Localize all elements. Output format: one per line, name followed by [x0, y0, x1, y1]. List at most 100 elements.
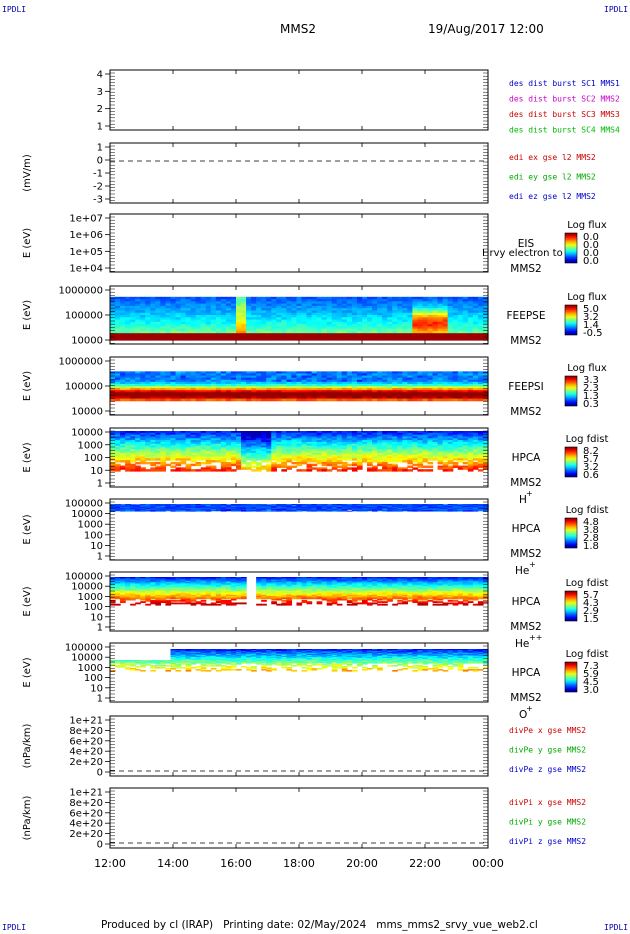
panel-feeps-e-ytick: 100000 [65, 311, 103, 322]
panel-feeps-i-instrument: FEEPSI [508, 381, 543, 393]
panel-hpca-o-instrument: HPCA [512, 667, 542, 679]
panel-edi-e-ytick: -3 [93, 195, 103, 206]
panel-divpi-ytick: 2e+20 [69, 829, 103, 840]
panel-edi-e-ytick: -1 [93, 169, 103, 180]
panel-divpe-frame [109, 715, 489, 777]
panel-eis-colorbar-tick: 0.0 [583, 232, 599, 243]
figure-title: MMS2 [280, 22, 316, 36]
panel-hpca-o-colorbar-tick: 4.5 [583, 677, 599, 688]
panel-divpi-ytick: 1e+21 [69, 788, 103, 799]
panel-edi-e-ytick: -2 [93, 182, 103, 193]
figure-date: 19/Aug/2017 12:00 [428, 22, 544, 36]
panel-hpca-o-ytick: 1 [97, 694, 103, 705]
panel-hpca-o-colorbar-tick: 5.9 [583, 669, 599, 680]
panel-hpca-he1-spacecraft: MMS2 [510, 548, 541, 560]
panel-hpca-h-species: H [519, 494, 527, 506]
panel-feeps-e-colorbar-tick: 5.0 [583, 304, 599, 315]
panel-feeps-i-colorbar [564, 375, 578, 407]
panel-hpca-he1-ytick: 1000 [78, 520, 103, 531]
panel-hpca-he2-colorbar-tick: 4.3 [583, 598, 599, 609]
panel-feeps-i-colorbar-tick: 3.3 [583, 375, 599, 386]
panel-eis-ylabel: E (eV) [22, 228, 33, 258]
panel-divpe-legend-entry: divPe x gse MMS2 [509, 726, 586, 735]
panel-divpe-ytick: 0 [97, 768, 103, 779]
x-tick-label: 16:00 [220, 857, 252, 870]
panel-edi-e-frame [109, 142, 489, 204]
panel-hpca-he1-ytick: 1 [97, 552, 103, 563]
panel-divpe-ytick: 4e+20 [69, 747, 103, 758]
panel-feeps-e-ytick: 10000 [71, 336, 103, 347]
panel-feeps-e-colorbar-tick: 3.2 [583, 312, 599, 323]
panel-divpi-legend-entry: divPi z gse MMS2 [509, 837, 586, 846]
panel-hpca-he2-ytick: 100000 [65, 572, 103, 583]
panel-hpca-he1-colorbar-tick: 4.8 [583, 517, 599, 528]
panel-hpca-h-ytick: 100 [84, 453, 103, 464]
panel-hpca-o-ytick: 10 [90, 683, 103, 694]
panel-edi-e-ylabel: (mV/m) [22, 154, 33, 192]
panel-divpe-ylabel: (nPa/km) [22, 724, 33, 769]
panel-des-dist-burst-legend-entry: des dist burst SC2 MMS2 [509, 95, 620, 104]
panel-hpca-h-colorbar-title: Log fdist [566, 434, 609, 445]
panel-feeps-e-ytick: 1000000 [58, 286, 103, 297]
panel-divpi-ytick: 4e+20 [69, 819, 103, 830]
x-tick-label: 20:00 [346, 857, 378, 870]
panel-divpi-ylabel: (nPa/km) [22, 796, 33, 841]
panel-hpca-he1-species-charge: + [529, 560, 536, 569]
panel-hpca-he2-spectrogram [110, 577, 489, 606]
x-tick-label: 14:00 [157, 857, 189, 870]
panel-hpca-h-ytick: 1000 [78, 440, 103, 451]
panel-feeps-i-ylabel: E (eV) [22, 371, 33, 401]
panel-hpca-o-colorbar-tick: 3.0 [583, 685, 599, 696]
panel-hpca-o-ytick: 100 [84, 673, 103, 684]
panel-des-dist-burst-ytick: 3 [97, 87, 103, 98]
panel-hpca-he2-species: He [515, 638, 529, 650]
panel-hpca-he1-ytick: 10 [90, 541, 103, 552]
panel-hpca-he1-colorbar-title: Log fdist [566, 505, 609, 516]
panel-eis-colorbar-tick: 0.0 [583, 248, 599, 259]
panel-eis-colorbar [564, 232, 578, 264]
panel-eis-ytick: 1e+04 [69, 264, 103, 275]
panel-des-dist-burst-ytick: 1 [97, 122, 103, 133]
panel-hpca-o-species: O [519, 709, 527, 721]
panel-hpca-he1-ytick: 100000 [65, 499, 103, 510]
panel-des-dist-burst-frame [109, 69, 489, 131]
panel-hpca-he2-ytick: 1000 [78, 592, 103, 603]
panel-hpca-h-colorbar-tick: 8.2 [583, 446, 599, 457]
panel-hpca-h-spectrogram [110, 431, 489, 472]
panel-hpca-he1-species: He [515, 565, 529, 577]
panel-des-dist-burst-legend-entry: des dist burst SC1 MMS1 [509, 79, 620, 88]
panel-eis-ytick: 1e+05 [69, 247, 103, 258]
panel-feeps-i-colorbar-tick: 2.3 [583, 383, 599, 394]
panel-divpe-ytick: 2e+20 [69, 757, 103, 768]
panel-feeps-e-colorbar-tick: 1.4 [583, 320, 599, 331]
panel-feeps-i-ytick: 10000 [71, 407, 103, 418]
panel-hpca-h-instrument: HPCA [512, 452, 542, 464]
panel-feeps-i-colorbar-tick: 1.3 [583, 391, 599, 402]
panel-eis-ytick: 1e+07 [69, 214, 103, 225]
x-tick-label: 22:00 [409, 857, 441, 870]
panel-feeps-i-ytick: 1000000 [58, 357, 103, 368]
panel-eis-ytick: 1e+06 [69, 230, 103, 241]
panel-feeps-i-colorbar-tick: 0.3 [583, 399, 599, 410]
panel-eis-colorbar-tick: 0.0 [583, 240, 599, 251]
panel-feeps-i-spacecraft: MMS2 [510, 406, 541, 418]
x-tick-label: 12:00 [94, 857, 126, 870]
panel-hpca-he1-ytick: 100 [84, 530, 103, 541]
panel-des-dist-burst-ytick: 2 [97, 104, 103, 115]
panel-hpca-h-ylabel: E (eV) [22, 442, 33, 472]
x-tick-label: 18:00 [283, 857, 315, 870]
panel-feeps-e-instrument: FEEPSE [507, 310, 546, 322]
x-tick-label: 00:00 [472, 857, 504, 870]
panel-hpca-o-ytick: 1000 [78, 663, 103, 674]
panel-hpca-h-ytick: 10 [90, 466, 103, 477]
panel-feeps-i-spectrogram [110, 371, 489, 402]
panel-hpca-he2-colorbar-tick: 1.5 [583, 614, 599, 625]
panel-hpca-he1-ylabel: E (eV) [22, 514, 33, 544]
panel-hpca-h-colorbar [564, 446, 578, 478]
panel-divpi-legend-entry: divPi x gse MMS2 [509, 798, 586, 807]
panel-hpca-o-colorbar [564, 661, 578, 693]
panel-hpca-he1-colorbar [564, 517, 578, 549]
corner-label-top-left: IPDLI [2, 5, 27, 14]
panel-eis-colorbar-title: Log flux [567, 220, 607, 231]
footer-credit: Produced by cl (IRAP) Printing date: 02/… [101, 919, 538, 931]
